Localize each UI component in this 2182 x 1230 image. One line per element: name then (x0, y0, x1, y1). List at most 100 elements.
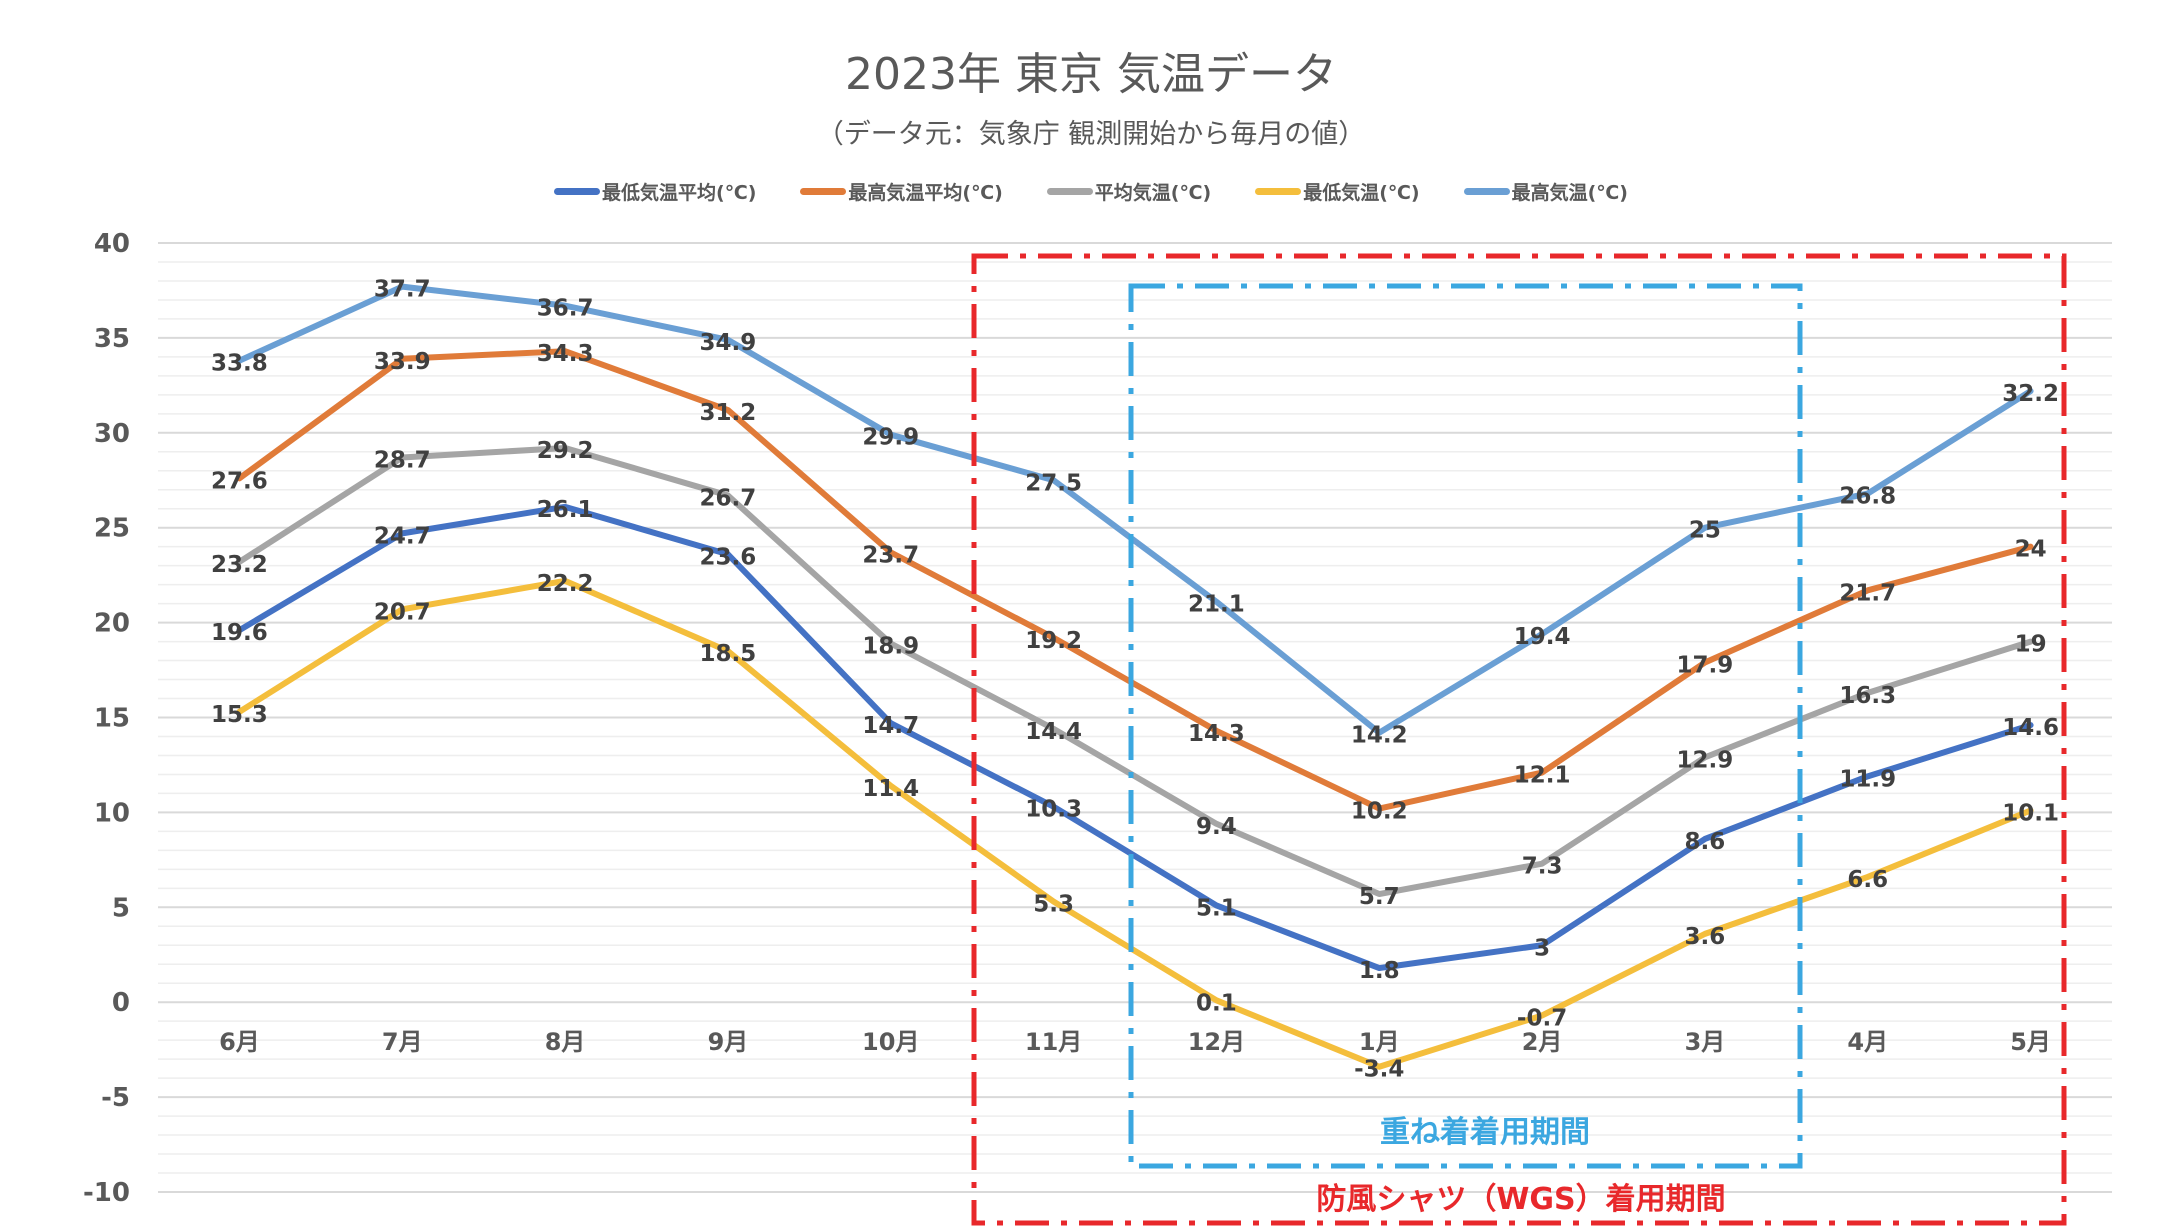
x-tick-label: 9月 (708, 1028, 749, 1056)
legend-item: 平均気温(℃) (1046, 178, 1211, 205)
x-tick-label: 7月 (382, 1028, 423, 1056)
y-tick-label: 25 (94, 514, 130, 544)
legend-item: 最高気温(℃) (1463, 178, 1628, 205)
data-label: 14.2 (1351, 723, 1408, 749)
legend-label: 最高気温平均(℃) (848, 182, 1003, 204)
data-label: 32.2 (2002, 381, 2059, 407)
data-label: 27.6 (211, 468, 268, 494)
data-label: 7.3 (1522, 854, 1563, 880)
y-tick-label: -5 (101, 1083, 130, 1113)
y-tick-label: 0 (112, 988, 130, 1018)
data-label: 6.6 (1847, 867, 1888, 893)
series-line (236, 283, 2034, 736)
x-tick-label: 8月 (545, 1028, 586, 1056)
data-label: 37.7 (374, 277, 431, 303)
data-label: 27.5 (1025, 470, 1082, 496)
data-label: 21.1 (1188, 592, 1245, 618)
data-label: 23.2 (211, 552, 268, 578)
chart-title: 2023年 東京 気温データ (845, 49, 1337, 100)
y-tick-label: 15 (94, 704, 130, 734)
data-label: 3.6 (1685, 924, 1726, 950)
data-label: 33.9 (374, 349, 431, 375)
data-label: 24.7 (374, 523, 431, 549)
data-label: 29.9 (862, 425, 919, 451)
x-tick-label: 11月 (1025, 1028, 1082, 1056)
y-tick-label: 10 (94, 798, 130, 828)
data-label: 11.9 (1839, 766, 1896, 792)
data-label: 9.4 (1196, 814, 1237, 840)
data-label: 18.5 (700, 641, 757, 667)
data-label: 26.7 (700, 485, 757, 511)
data-label: 19 (2015, 632, 2047, 658)
data-label: 10.1 (2002, 801, 2059, 827)
data-label: 20.7 (374, 599, 431, 625)
data-label: 19.2 (1025, 628, 1082, 654)
y-tick-label: -10 (83, 1178, 130, 1208)
series-line (236, 503, 2034, 972)
data-label: 26.8 (1839, 484, 1896, 510)
data-label: 28.7 (374, 447, 431, 473)
data-label: 23.7 (862, 542, 919, 568)
y-tick-label: 5 (112, 893, 130, 923)
data-label: 26.1 (537, 497, 594, 523)
layering-period-label: 重ね着着用期間 (1380, 1115, 1590, 1150)
legend-swatch (800, 188, 847, 195)
data-label: -3.4 (1354, 1057, 1404, 1083)
data-label: -0.7 (1517, 1005, 1567, 1031)
layering-period-box (1128, 283, 1803, 1169)
data-label: 34.9 (700, 330, 757, 356)
data-label: 16.3 (1839, 683, 1896, 709)
data-label: 31.2 (700, 400, 757, 426)
y-tick-label: 20 (94, 609, 130, 639)
data-label: 15.3 (211, 702, 268, 728)
data-label: 11.4 (862, 776, 919, 802)
data-label: 5.1 (1196, 895, 1237, 921)
series-line (236, 348, 2034, 812)
legend-swatch (554, 188, 601, 195)
legend-swatch (1255, 188, 1302, 195)
data-label: 18.9 (862, 633, 919, 659)
chart-subtitle: （データ元：気象庁 観測開始から毎月の値） (816, 119, 1366, 150)
data-label: 5.7 (1359, 884, 1400, 910)
series-line (236, 444, 2034, 898)
x-tick-label: 3月 (1685, 1028, 1726, 1056)
legend-swatch (1046, 188, 1093, 195)
data-label: 17.9 (1677, 652, 1734, 678)
data-label: 25 (1689, 518, 1721, 544)
data-label: 14.6 (2002, 715, 2059, 741)
x-tick-label: 2月 (1522, 1028, 1563, 1056)
data-label: 5.3 (1033, 892, 1074, 918)
y-tick-label: 35 (94, 324, 130, 354)
data-label: 33.8 (211, 351, 268, 377)
data-label: 14.7 (862, 713, 919, 739)
data-label: 22.2 (537, 571, 594, 597)
data-label: 21.7 (1839, 580, 1896, 606)
x-tick-label: 1月 (1359, 1028, 1400, 1056)
data-label: 10.3 (1025, 797, 1082, 823)
x-tick-label: 5月 (2010, 1028, 2051, 1056)
x-tick-label: 6月 (219, 1028, 260, 1056)
legend-swatch (1463, 188, 1510, 195)
data-label: 12.1 (1514, 763, 1571, 789)
data-label: 12.9 (1677, 747, 1734, 773)
legend-label: 最低気温(℃) (1303, 182, 1420, 204)
data-label: 24 (2015, 537, 2047, 563)
x-tick-label: 12月 (1188, 1028, 1245, 1056)
data-label: 8.6 (1685, 829, 1726, 855)
data-label: 36.7 (537, 296, 594, 322)
series-line (236, 577, 2034, 1070)
legend-label: 最高気温(℃) (1511, 182, 1628, 204)
data-label: 10.2 (1351, 799, 1408, 825)
legend: 最低気温平均(℃) 最高気温平均(℃) 平均気温(℃) 最低気温(℃) 最高気温(℃) (0, 178, 2182, 205)
data-label: 23.6 (700, 544, 757, 570)
wgs-period-box (971, 253, 2067, 1226)
data-label: 14.4 (1025, 719, 1082, 745)
data-label: 34.3 (537, 341, 594, 367)
data-label: 0.1 (1196, 990, 1237, 1016)
x-tick-label: 10月 (862, 1028, 919, 1056)
data-label: 14.3 (1188, 721, 1245, 747)
legend-item: 最低気温平均(℃) (554, 178, 756, 205)
legend-item: 最高気温平均(℃) (800, 178, 1003, 205)
data-label: 3 (1534, 935, 1550, 961)
